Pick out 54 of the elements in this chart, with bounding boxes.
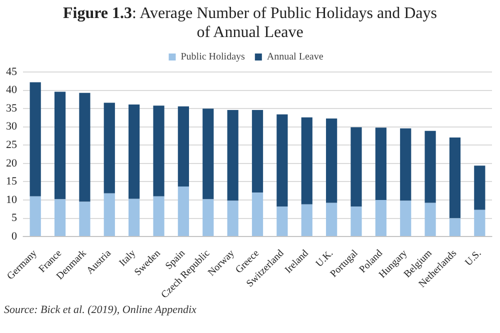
- y-tick-label: 40: [6, 84, 18, 96]
- bar: [424, 130, 436, 203]
- bar: [104, 193, 115, 236]
- bar: [252, 110, 264, 193]
- legend-label: Annual Leave: [266, 52, 324, 63]
- y-tick-label: 5: [12, 212, 18, 224]
- bar: [449, 218, 461, 236]
- bar: [153, 106, 164, 196]
- bar: [227, 200, 238, 236]
- bar: [350, 206, 362, 236]
- bar: [202, 108, 214, 200]
- bar: [474, 166, 486, 210]
- bar: [178, 106, 189, 186]
- bar: [202, 199, 214, 236]
- y-tick-label: 25: [6, 139, 18, 152]
- y-tick-label: 0: [12, 230, 18, 242]
- bar: [400, 128, 412, 201]
- bar: [30, 82, 41, 196]
- bar: [424, 202, 436, 236]
- bar: [252, 192, 264, 236]
- source-note: Source: Bick et al. (2019), Online Appendix: [4, 304, 198, 316]
- bar: [79, 202, 90, 236]
- chart-title: Figure 1.3: Average Number of Public Holidays and Days of Annual Leave: [62, 4, 438, 42]
- bar: [474, 210, 486, 236]
- x-tick-label: U.S.: [463, 248, 484, 268]
- y-tick-label: 15: [6, 176, 18, 188]
- legend-label: Public Holidays: [180, 52, 246, 63]
- bar: [326, 202, 338, 236]
- bar: [178, 186, 189, 236]
- y-tick-label: 30: [6, 120, 18, 133]
- bar: [400, 200, 412, 236]
- y-tick-label: 10: [6, 194, 18, 206]
- bar: [153, 196, 164, 236]
- bar: [54, 199, 66, 236]
- bar: [104, 102, 115, 194]
- bar: [326, 118, 338, 203]
- bar: [301, 204, 312, 236]
- bar: [79, 92, 90, 202]
- bar: [227, 110, 238, 201]
- bar: [276, 206, 288, 236]
- y-tick-label: 20: [6, 157, 18, 170]
- bar: [128, 104, 140, 199]
- bar: [30, 196, 41, 236]
- bar: [375, 200, 386, 236]
- bar: [350, 127, 362, 207]
- bar: [301, 117, 312, 204]
- bar: [276, 114, 288, 207]
- bar: [128, 198, 140, 236]
- y-tick-label: 45: [6, 66, 18, 78]
- bar: [449, 137, 461, 218]
- bar: [54, 92, 66, 200]
- y-tick-label: 35: [6, 102, 18, 114]
- x-tick-label: Italy: [117, 248, 138, 269]
- bar: [375, 128, 386, 200]
